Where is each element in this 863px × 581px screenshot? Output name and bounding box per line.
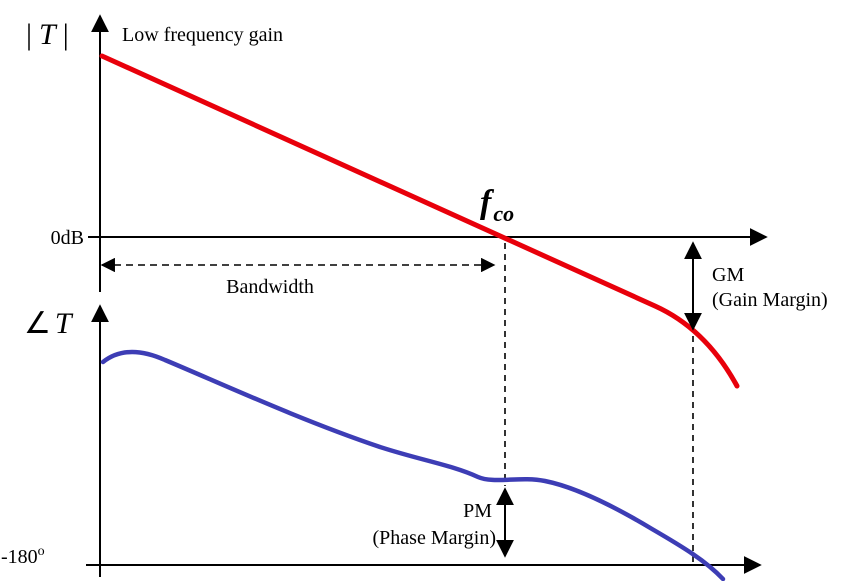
crossover-frequency-label: fco: [480, 184, 514, 226]
bandwidth-label: Bandwidth: [226, 276, 314, 298]
zero-db-label: 0dB: [51, 227, 84, 249]
gain-margin-label: GM: [712, 264, 744, 286]
phase-curve: [100, 349, 726, 581]
gain-margin-caption: (Gain Margin): [712, 289, 828, 311]
minus-180-label: -180o: [1, 544, 45, 568]
phase-margin-label: PM: [463, 500, 492, 522]
magnitude-axis-label: | T |: [26, 18, 69, 51]
low-frequency-gain-label: Low frequency gain: [122, 24, 283, 46]
gain-magnitude-curve: [99, 53, 740, 389]
phase-axis-label: ∠ T: [24, 307, 74, 340]
phase-margin-caption: (Phase Margin): [373, 527, 497, 549]
